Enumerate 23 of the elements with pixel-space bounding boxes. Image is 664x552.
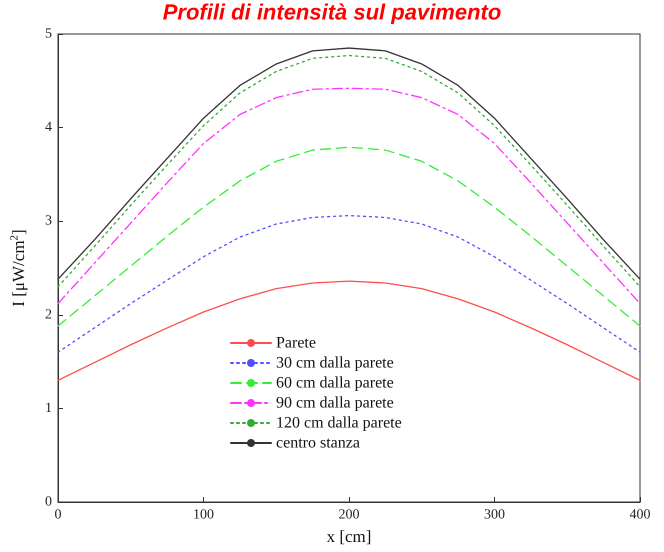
x-tick-label: 0	[54, 508, 62, 522]
x-tick-label: 300	[484, 508, 505, 522]
legend-label: 90 cm dalla parete	[276, 394, 394, 412]
x-tick-label: 100	[193, 508, 214, 522]
line-series	[57, 146, 641, 327]
x-tick-label: 400	[630, 508, 650, 522]
line-series	[57, 88, 641, 304]
legend-label: Parete	[276, 334, 316, 352]
legend-label: 120 cm dalla parete	[276, 414, 402, 432]
x-tick-label: 200	[338, 508, 360, 522]
x-axis-title: x [cm]	[326, 527, 372, 546]
y-tick-label: 5	[45, 26, 52, 42]
y-tick-label: 1	[45, 400, 52, 416]
y-axis-title: I [μW/cm2]	[8, 229, 28, 307]
legend-label: 60 cm dalla parete	[276, 374, 394, 392]
chart-title: Profili di intensità sul pavimento	[162, 0, 502, 24]
y-tick-label: 3	[45, 214, 52, 229]
y-tick-label: 0	[45, 494, 52, 510]
line-series	[57, 214, 641, 353]
legend-label: centro stanza	[276, 434, 360, 452]
y-tick-label: 4	[45, 120, 52, 136]
legend-label: 30 cm dalla parete	[276, 354, 394, 372]
y-tick-label: 2	[45, 307, 52, 322]
